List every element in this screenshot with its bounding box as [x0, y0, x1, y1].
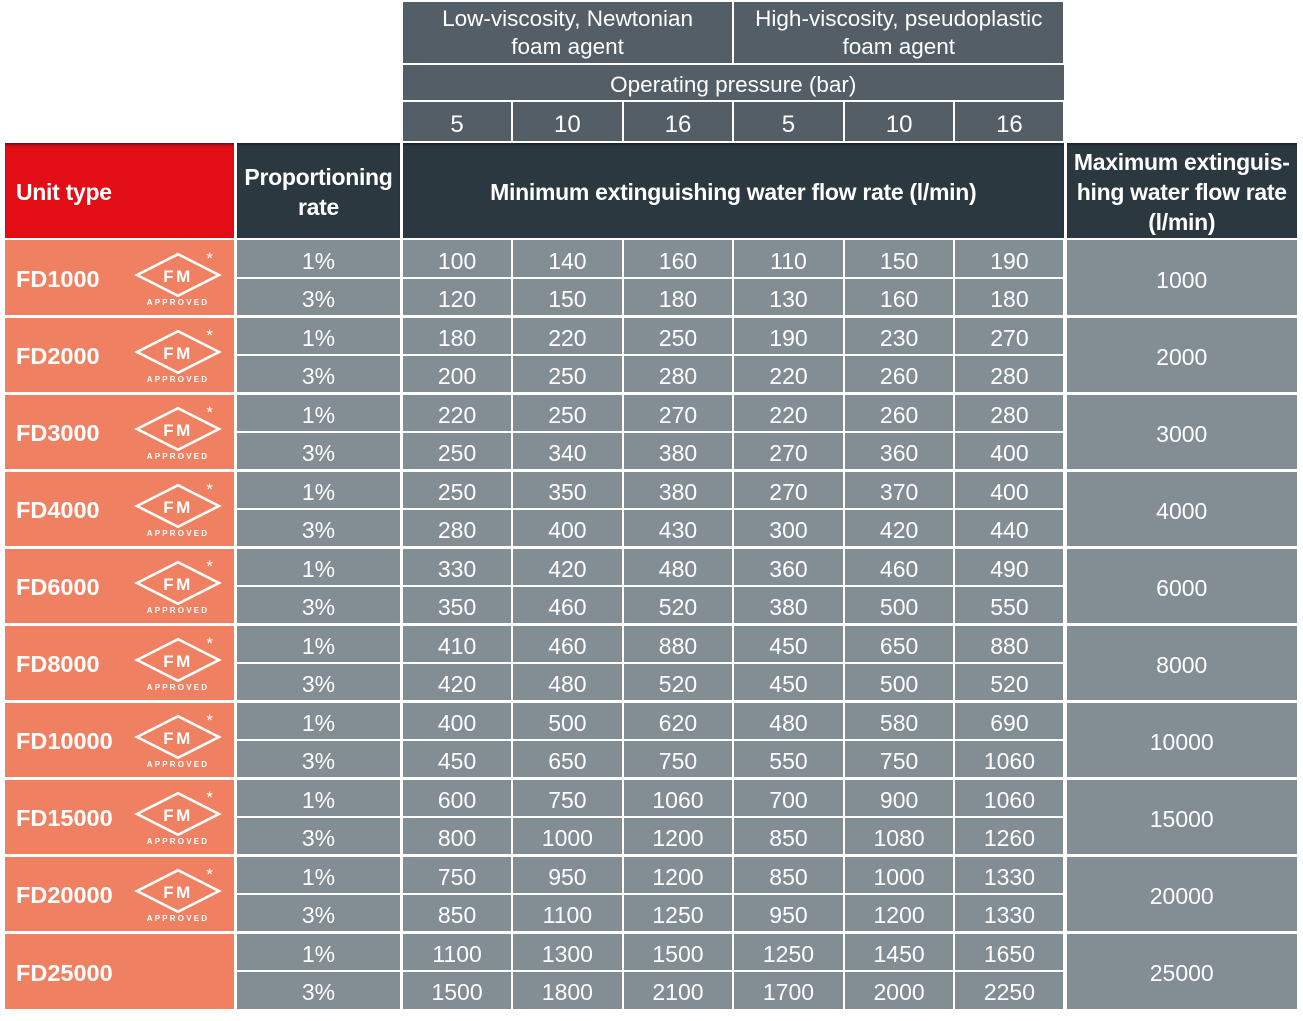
svg-text:FM: FM	[163, 267, 193, 286]
svg-text:*: *	[206, 326, 213, 345]
svg-text:APPROVED: APPROVED	[147, 529, 210, 538]
svg-text:*: *	[206, 480, 213, 499]
svg-text:FM: FM	[163, 575, 193, 594]
svg-text:APPROVED: APPROVED	[147, 298, 210, 307]
svg-text:*: *	[206, 634, 213, 653]
svg-text:APPROVED: APPROVED	[147, 606, 210, 615]
svg-text:FM: FM	[163, 344, 193, 363]
svg-text:APPROVED: APPROVED	[147, 683, 210, 692]
svg-text:FM: FM	[163, 806, 193, 825]
svg-text:FM: FM	[163, 729, 193, 748]
svg-text:*: *	[206, 557, 213, 576]
svg-text:*: *	[206, 403, 213, 422]
svg-text:FM: FM	[163, 498, 193, 517]
svg-text:APPROVED: APPROVED	[147, 375, 210, 384]
svg-text:*: *	[206, 249, 213, 268]
svg-text:*: *	[206, 788, 213, 807]
svg-text:APPROVED: APPROVED	[147, 452, 210, 461]
svg-text:FM: FM	[163, 883, 193, 902]
svg-text:*: *	[206, 711, 213, 730]
svg-text:APPROVED: APPROVED	[147, 760, 210, 769]
svg-text:FM: FM	[163, 421, 193, 440]
svg-text:APPROVED: APPROVED	[147, 837, 210, 846]
svg-text:*: *	[206, 865, 213, 884]
svg-text:APPROVED: APPROVED	[147, 914, 210, 923]
svg-text:FM: FM	[163, 652, 193, 671]
